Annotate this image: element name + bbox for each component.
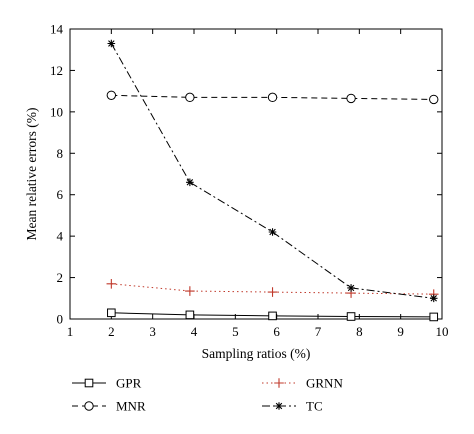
data-point-gpr bbox=[185, 310, 195, 320]
y-tick-label: 4 bbox=[57, 229, 64, 244]
series-lines bbox=[106, 39, 439, 322]
plot-frame bbox=[69, 28, 443, 320]
y-axis-title: Mean relative errors (%) bbox=[24, 107, 39, 240]
legend-marker-gpr bbox=[84, 378, 94, 388]
series-line-tc bbox=[110, 43, 434, 299]
y-tick-label: 14 bbox=[50, 22, 64, 37]
legend-marker-grnn bbox=[274, 378, 284, 388]
x-tick-label: 2 bbox=[108, 324, 115, 339]
y-tick-label: 10 bbox=[50, 104, 63, 119]
data-point-grnn bbox=[267, 287, 278, 297]
legend-label-mnr: MNR bbox=[116, 399, 146, 414]
x-tick-label: 9 bbox=[397, 324, 404, 339]
data-point-gpr bbox=[346, 312, 356, 321]
x-tick-label: 6 bbox=[273, 324, 280, 339]
x-tick-label: 10 bbox=[436, 324, 449, 339]
y-tick-label: 2 bbox=[57, 270, 64, 285]
x-tick-label: 7 bbox=[315, 324, 322, 339]
legend-label-tc: TC bbox=[306, 399, 323, 414]
data-point-mnr bbox=[346, 93, 356, 104]
data-point-tc bbox=[186, 178, 194, 187]
legend-item-gpr: GPR bbox=[72, 376, 142, 391]
y-tick-label: 0 bbox=[57, 312, 64, 327]
y-tick-label: 8 bbox=[57, 146, 64, 161]
data-point-tc bbox=[347, 284, 355, 292]
data-point-gpr bbox=[429, 312, 439, 322]
x-tick-label: 5 bbox=[232, 324, 239, 339]
y-tick-label: 12 bbox=[50, 63, 63, 78]
legend-label-grnn: GRNN bbox=[306, 376, 343, 391]
y-tick-label: 6 bbox=[57, 187, 64, 202]
data-point-gpr bbox=[107, 308, 116, 318]
x-tick-label: 3 bbox=[149, 324, 156, 339]
data-point-mnr bbox=[267, 92, 278, 103]
x-tick-label: 4 bbox=[191, 324, 198, 339]
legend-item-mnr: MNR bbox=[72, 399, 146, 414]
data-point-grnn bbox=[106, 278, 117, 289]
data-point-grnn bbox=[185, 286, 195, 296]
legend-marker-mnr bbox=[84, 401, 94, 411]
legend: GPR MNR GRNN TC bbox=[72, 376, 343, 414]
legend-item-tc: TC bbox=[262, 399, 323, 414]
legend-marker-tc bbox=[275, 402, 283, 410]
x-axis-title: Sampling ratios (%) bbox=[202, 346, 311, 361]
x-tick-label: 8 bbox=[356, 324, 363, 339]
data-point-tc bbox=[268, 228, 277, 236]
x-tick-label: 1 bbox=[67, 324, 74, 339]
data-point-tc bbox=[107, 39, 116, 48]
legend-label-gpr: GPR bbox=[116, 376, 142, 391]
data-point-mnr bbox=[185, 92, 195, 103]
data-point-tc bbox=[429, 294, 438, 303]
data-point-gpr bbox=[268, 311, 277, 321]
data-point-mnr bbox=[106, 90, 117, 100]
data-point-mnr bbox=[429, 94, 439, 105]
legend-item-grnn: GRNN bbox=[262, 376, 343, 391]
